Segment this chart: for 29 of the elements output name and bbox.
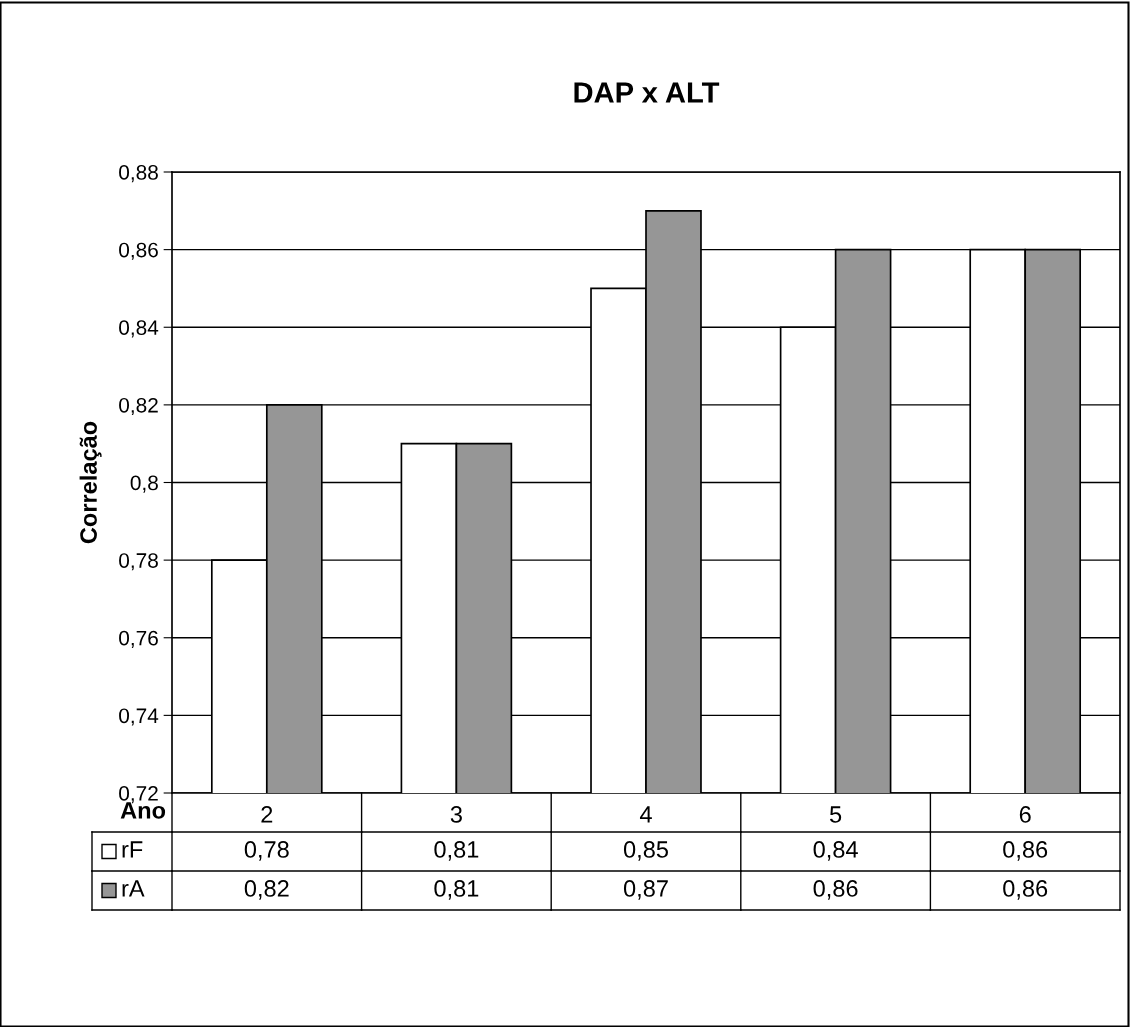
data-label: 0,84 [813,841,858,861]
y-tick-label: 0,76 [119,630,158,648]
legend-label: rA [122,880,145,897]
x-tick-label: 6 [1019,806,1031,823]
x-axis-title: Ano [120,802,166,819]
data-label: 0,81 [434,841,479,861]
y-tick-label: 0,8 [130,475,158,493]
data-label: 0,81 [434,880,479,900]
y-tick-label: 0,74 [119,708,159,726]
x-tick-label: 4 [639,806,652,823]
y-tick-label: 0,78 [119,553,158,571]
y-tick-label: 0,84 [119,320,159,338]
data-label: 0,86 [1003,880,1048,900]
data-label: 0,86 [813,880,858,900]
legend-label: rF [122,841,143,858]
data-label: 0,86 [1003,841,1048,861]
y-axis-title: Correlação [79,421,102,544]
y-tick-label: 0,72 [119,786,158,804]
x-tick-label: 5 [829,806,842,823]
y-tick-label: 0,88 [119,165,158,183]
x-tick-label: 2 [261,806,273,823]
data-label: 0,85 [623,841,668,861]
x-tick-label: 3 [450,806,462,823]
data-label: 0,82 [244,880,289,900]
y-tick-label: 0,82 [119,397,158,416]
y-tick-label: 0,86 [119,242,158,260]
data-label: 0,87 [623,880,668,900]
chart-title: DAP x ALT [574,82,720,103]
data-label: 0,78 [244,841,289,861]
